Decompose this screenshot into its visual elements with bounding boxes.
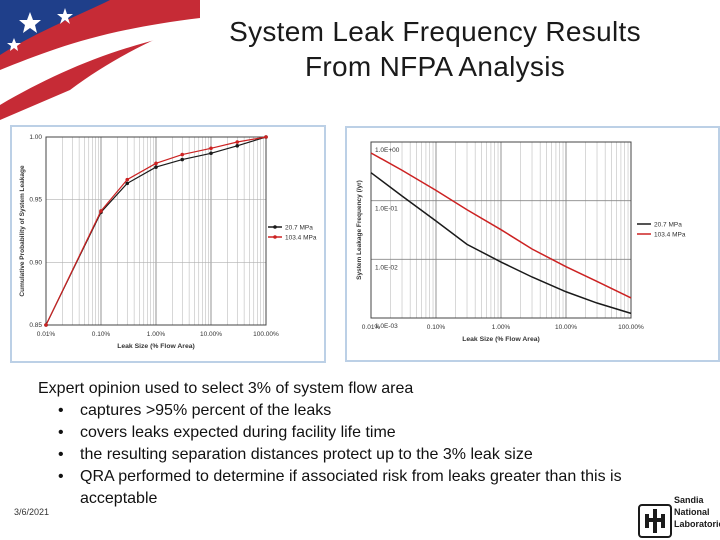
- x-tick-label: 100.00%: [618, 324, 644, 331]
- bullet-list: captures >95% percent of the leaks cover…: [38, 400, 698, 510]
- leak-frequency-chart: 0.01% 0.10% 1.00% 10.00% 100.00% 1.0E+00 1.0E-…: [345, 126, 720, 362]
- bullet-item: the resulting separation distances prote…: [56, 444, 698, 466]
- y-tick-label: 0.85: [29, 322, 42, 329]
- legend-marker: [273, 225, 277, 229]
- legend-marker: [273, 235, 277, 239]
- x-tick-label: 10.00%: [200, 331, 222, 338]
- x-tick-label: 1.00%: [147, 331, 166, 338]
- intro-text: Expert opinion used to select 3% of syst…: [38, 380, 414, 397]
- slide-date: 3/6/2021: [14, 507, 50, 517]
- bullet-item: captures >95% percent of the leaks: [56, 400, 698, 422]
- data-point: [209, 146, 213, 151]
- x-axis-label: Leak Size (% Flow Area): [117, 343, 195, 350]
- x-tick-label: 0.01%: [37, 331, 56, 338]
- plot-area: [370, 141, 632, 319]
- y-tick-label: 0.95: [29, 197, 42, 204]
- data-point: [125, 181, 130, 186]
- x-axis-label: Leak Size (% Flow Area): [462, 336, 540, 343]
- slide-body: Expert opinion used to select 3% of syst…: [38, 378, 698, 510]
- data-point: [125, 177, 130, 182]
- data-point: [209, 151, 213, 156]
- legend-label: 20.7 MPa: [654, 222, 682, 229]
- y-axis-label: Cumulative Probability of System Leakage: [19, 165, 26, 297]
- series-line: [45, 136, 267, 326]
- bullet-item: covers leaks expected during facility li…: [56, 422, 698, 444]
- series-line: [370, 152, 632, 299]
- legend-label: 103.4 MPa: [285, 235, 317, 242]
- logo-line: National: [674, 507, 710, 517]
- y-tick-label: 0.90: [29, 259, 42, 266]
- y-tick-label: 1.0E-03: [375, 323, 398, 330]
- data-point: [99, 209, 103, 213]
- y-tick-label: 1.0E-02: [375, 264, 398, 271]
- y-tick-label: 1.00: [29, 134, 42, 141]
- y-tick-label: 1.0E+00: [375, 147, 400, 154]
- x-tick-label: 100.00%: [253, 331, 279, 338]
- data-point: [180, 157, 185, 162]
- logo-line: Sandia: [674, 495, 704, 505]
- data-point: [180, 152, 185, 157]
- y-axis-label: System Leakage Frequency (/yr): [356, 180, 363, 280]
- thunderbird-icon: [638, 504, 672, 538]
- legend-label: 103.4 MPa: [654, 232, 686, 239]
- data-point: [235, 143, 240, 148]
- x-tick-label: 0.10%: [427, 324, 446, 331]
- x-tick-label: 0.10%: [92, 331, 111, 338]
- logo-text: Sandia National Laboratories: [674, 494, 720, 530]
- y-tick-label: 1.0E-01: [375, 206, 398, 213]
- data-point: [154, 165, 158, 169]
- logo-line: Laboratories: [674, 519, 720, 529]
- cumulative-probability-svg: 0.01% 0.10% 1.00% 10.00% 100.00% 0.85 0.90 0.95…: [10, 125, 326, 363]
- plot-area: [45, 136, 267, 326]
- x-tick-label: 0.01%: [362, 324, 381, 331]
- x-tick-label: 1.00%: [492, 324, 511, 331]
- data-point: [235, 140, 240, 144]
- data-point: [154, 161, 158, 166]
- legend-label: 20.7 MPa: [285, 225, 313, 232]
- title-line-1: System Leak Frequency Results: [229, 16, 641, 47]
- data-point: [44, 323, 48, 327]
- data-point: [264, 135, 268, 139]
- chart-frame: [10, 125, 326, 363]
- sandia-logo: Sandia National Laboratories: [636, 492, 720, 540]
- x-tick-label: 10.00%: [555, 324, 577, 331]
- slide-title: System Leak Frequency Results From NFPA …: [150, 14, 720, 84]
- cumulative-probability-chart: 0.01% 0.10% 1.00% 10.00% 100.00% 0.85 0.90 0.95…: [10, 125, 326, 363]
- leak-frequency-svg: 0.01% 0.10% 1.00% 10.00% 100.00% 1.0E+00 1.0E-…: [345, 126, 720, 362]
- chart-frame: [345, 126, 720, 362]
- flag-decoration: [0, 0, 200, 120]
- series-line: [370, 172, 632, 315]
- title-line-2: From NFPA Analysis: [304, 51, 566, 82]
- bullet-item: QRA performed to determine if associated…: [56, 466, 698, 510]
